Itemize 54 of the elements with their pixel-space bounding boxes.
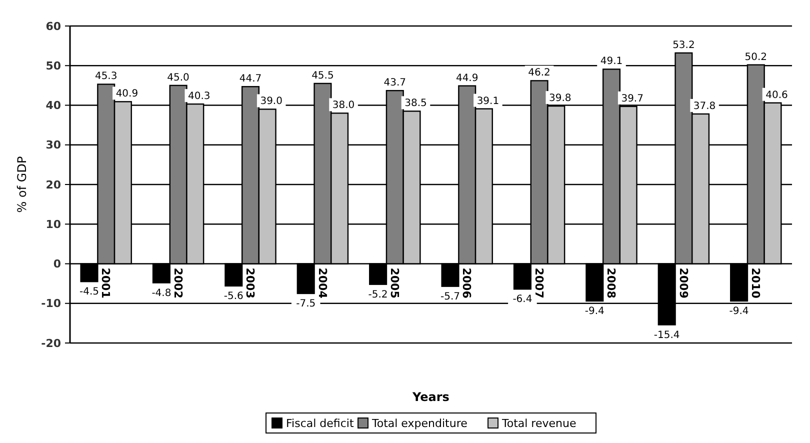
y-tick-label: 10 xyxy=(46,218,62,231)
x-tick-label: 2005 xyxy=(388,268,402,298)
data-label: 38.0 xyxy=(332,100,355,112)
y-tick-label: 20 xyxy=(46,178,62,192)
x-tick-label: 2009 xyxy=(676,268,690,298)
x-tick-label: 2004 xyxy=(316,268,329,299)
x-tick-label: 2007 xyxy=(532,268,546,298)
legend-label: Fiscal deficit xyxy=(286,417,354,430)
data-label: 40.9 xyxy=(116,88,138,100)
data-label: -9.4 xyxy=(729,306,749,317)
data-label: 37.8 xyxy=(693,100,716,112)
data-label: -5.7 xyxy=(440,291,460,302)
data-label: 45.3 xyxy=(94,71,118,82)
y-tick-label: 60 xyxy=(46,20,62,33)
data-label: 46.2 xyxy=(528,68,550,79)
data-label: 44.7 xyxy=(239,74,262,85)
data-label: -4.8 xyxy=(152,288,172,299)
data-label: 40.6 xyxy=(766,90,788,101)
y-tick-label: 0 xyxy=(53,258,62,271)
data-label: 39.0 xyxy=(260,96,282,108)
data-label: -5.6 xyxy=(224,290,244,302)
legend-label: Total expenditure xyxy=(371,417,468,430)
data-label: 40.3 xyxy=(188,91,210,102)
x-axis-title: Years xyxy=(412,390,450,404)
x-tick-label: 2002 xyxy=(171,268,184,298)
x-tick-label: 2003 xyxy=(244,268,257,298)
data-label: -9.4 xyxy=(584,306,604,317)
x-tick-label: 2008 xyxy=(604,268,618,298)
data-label: -5.2 xyxy=(368,289,388,300)
data-label: 39.8 xyxy=(549,93,572,104)
data-label: -15.4 xyxy=(654,330,680,341)
data-label: 44.9 xyxy=(456,72,478,84)
data-label: -6.4 xyxy=(512,294,532,306)
data-label: 38.5 xyxy=(404,98,427,110)
x-tick-label: 2006 xyxy=(460,268,474,299)
y-tick-label: 40 xyxy=(46,99,62,112)
y-axis-title: % of GDP xyxy=(15,156,29,213)
data-label: -7.5 xyxy=(296,298,316,310)
legend-label: Total revenue xyxy=(501,417,576,430)
data-label: 39.7 xyxy=(621,93,644,104)
data-label: 39.1 xyxy=(476,96,500,107)
data-label: 45.5 xyxy=(312,70,334,82)
x-tick-label: 2010 xyxy=(749,268,762,299)
x-tick-label: 2001 xyxy=(99,268,112,298)
data-label: -4.5 xyxy=(79,286,100,298)
data-label: 49.1 xyxy=(600,56,623,68)
y-tick-label: 50 xyxy=(46,59,62,72)
y-tick-label: 30 xyxy=(46,138,62,152)
data-label: 43.7 xyxy=(384,78,406,89)
y-tick-label: -10 xyxy=(41,297,62,310)
data-label: 53.2 xyxy=(672,40,695,51)
data-label: 45.0 xyxy=(167,72,190,84)
data-label: 50.2 xyxy=(744,52,768,63)
y-tick-label: -20 xyxy=(41,336,62,350)
